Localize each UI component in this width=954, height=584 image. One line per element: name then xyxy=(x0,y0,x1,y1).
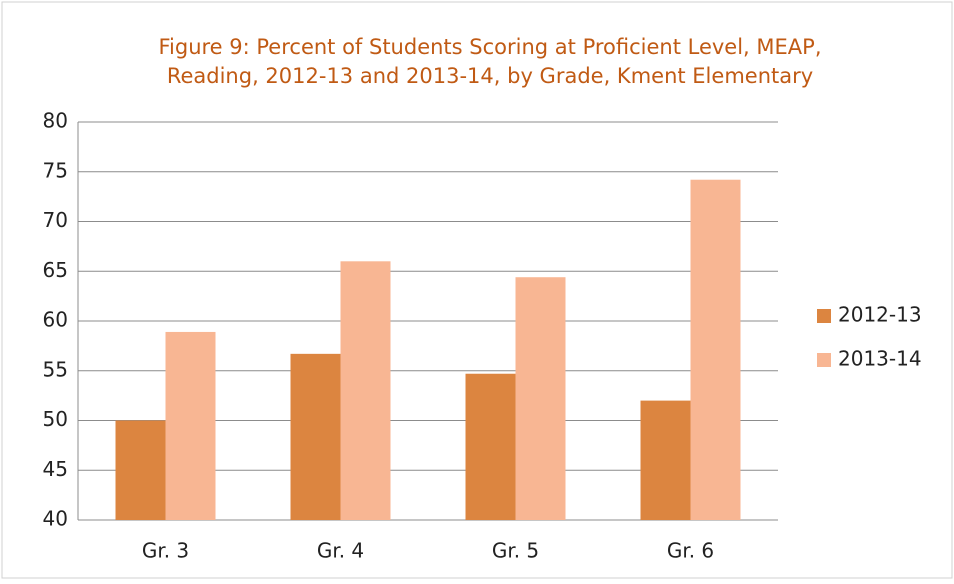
y-tick-label: 65 xyxy=(43,258,68,282)
bar xyxy=(465,373,516,520)
x-tick-label: Gr. 3 xyxy=(142,539,189,563)
legend-label: 2012-13 xyxy=(838,303,922,327)
y-tick-label: 50 xyxy=(43,407,68,431)
bar xyxy=(290,353,341,520)
chart-title: Reading, 2012-13 and 2013-14, by Grade, … xyxy=(167,64,813,88)
x-tick-label: Gr. 6 xyxy=(667,539,714,563)
legend-swatch xyxy=(817,353,831,367)
y-tick-label: 55 xyxy=(43,357,68,381)
bar xyxy=(690,179,741,520)
y-tick-label: 45 xyxy=(43,457,68,481)
legend-label: 2013-14 xyxy=(838,347,922,371)
y-tick-label: 60 xyxy=(43,308,68,332)
y-tick-label: 40 xyxy=(43,507,68,531)
legend-swatch xyxy=(817,309,831,323)
bar xyxy=(115,420,166,520)
bar xyxy=(640,400,691,520)
bar xyxy=(515,277,566,520)
x-tick-label: Gr. 4 xyxy=(317,539,364,563)
y-tick-label: 75 xyxy=(43,158,68,182)
chart-title: Figure 9: Percent of Students Scoring at… xyxy=(158,35,821,59)
bar xyxy=(165,331,216,520)
y-tick-label: 70 xyxy=(43,208,68,232)
x-tick-label: Gr. 5 xyxy=(492,539,539,563)
bar xyxy=(340,261,391,520)
y-tick-label: 80 xyxy=(43,109,68,133)
